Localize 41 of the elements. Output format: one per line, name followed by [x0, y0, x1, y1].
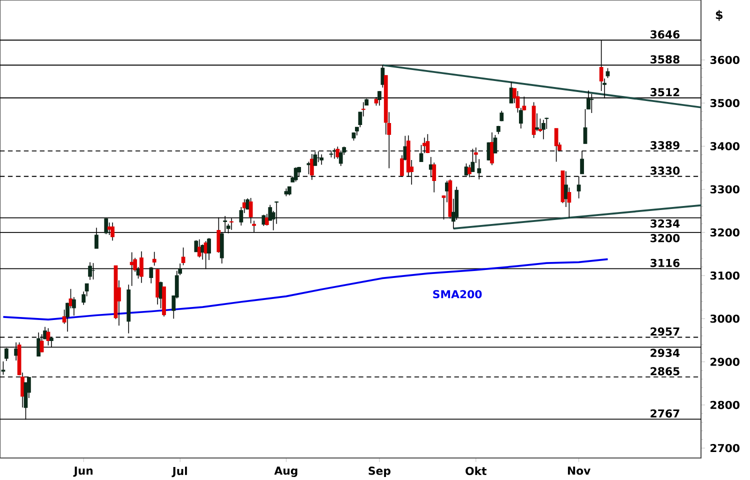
series-label: SMA200: [433, 290, 482, 298]
y-tick-label: 3400: [710, 142, 740, 150]
ref-line-label: 2934: [650, 348, 680, 357]
y-axis-title: $: [716, 10, 722, 21]
candlestick: [542, 119, 546, 140]
y-tick-label: 2700: [710, 444, 740, 452]
candlestick: [338, 150, 343, 166]
ref-line-label: 2865: [650, 367, 680, 376]
y-tick-label: 3000: [710, 314, 740, 323]
candlestick: [320, 154, 324, 166]
candlestick: [152, 251, 156, 266]
ref-line-label: 3330: [650, 166, 680, 175]
y-tick-label: 2900: [710, 358, 740, 366]
ref-line-label: 3200: [650, 234, 680, 242]
ref-line-label: 3116: [650, 258, 680, 268]
x-tick-label: Jul: [172, 466, 187, 478]
line-series: [2, 258, 609, 320]
ref-line-label: 2957: [650, 327, 680, 336]
candlestick: [361, 102, 366, 117]
ref-line-label: 3234: [650, 219, 680, 228]
y-tick-label: 2800: [710, 400, 740, 410]
x-tick-label: Jun: [73, 466, 93, 477]
candlestick: [264, 214, 269, 226]
ref-line-label: 3588: [650, 55, 680, 64]
ref-line-label: 3512: [650, 88, 680, 96]
ref-line-label: 3389: [650, 141, 680, 150]
x-tick-label: Okt: [466, 466, 487, 476]
y-tick-label: 3100: [710, 271, 740, 280]
x-tick-label: Nov: [568, 466, 590, 475]
x-tick-label: Aug: [274, 466, 298, 477]
candlestick: [181, 247, 186, 266]
y-tick-label: 3600: [710, 56, 740, 64]
candlestick: [490, 132, 494, 166]
candlestick: [544, 117, 549, 130]
candlestick: [82, 291, 86, 306]
ref-line-label: 3646: [650, 30, 680, 38]
y-tick-label: 3300: [710, 185, 740, 194]
y-tick-label: 3500: [710, 98, 740, 108]
ref-line-label: 2767: [650, 409, 680, 418]
x-tick-label: Sep: [368, 466, 390, 478]
y-tick-label: 3200: [710, 228, 740, 237]
